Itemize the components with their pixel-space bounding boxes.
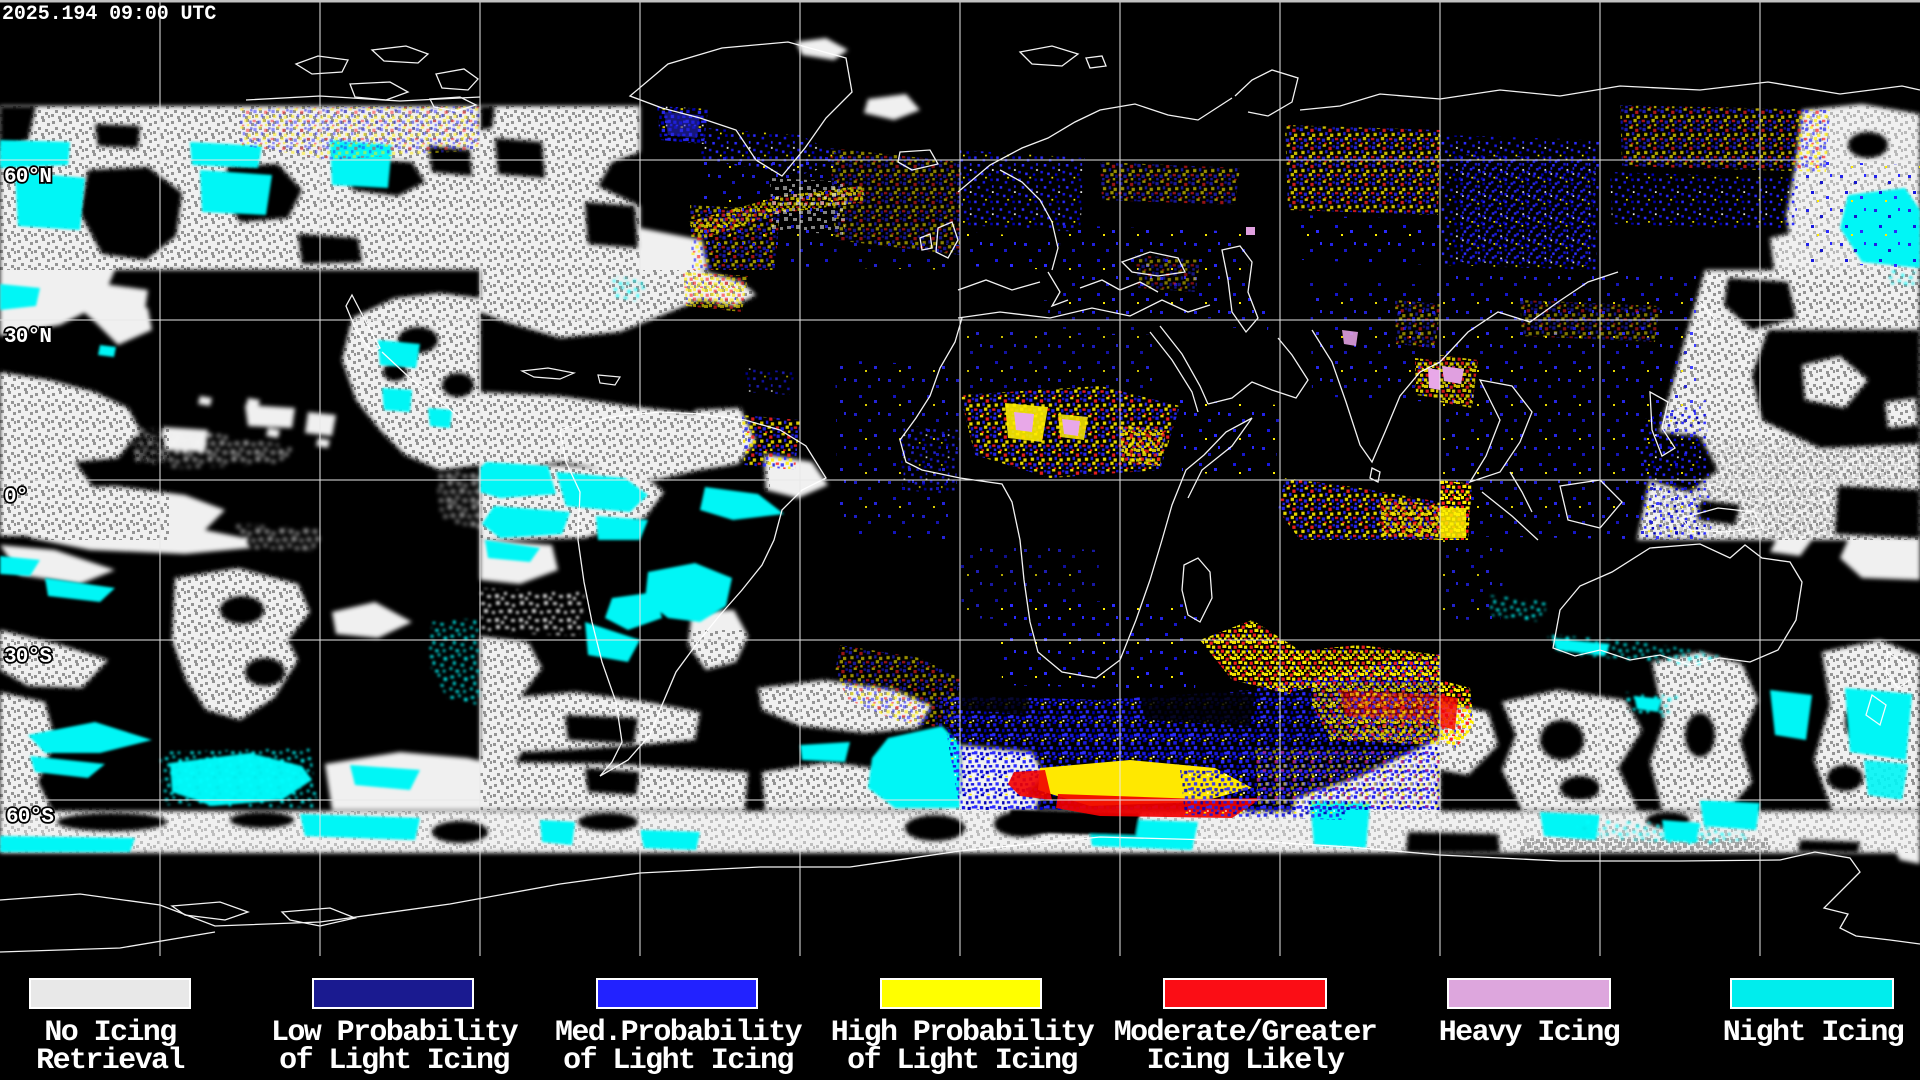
svg-text:0°: 0° <box>4 486 28 509</box>
svg-text:Retrieval: Retrieval <box>36 1044 184 1078</box>
svg-text:Night Icing: Night Icing <box>1723 1016 1904 1050</box>
svg-text:Med.Probability: Med.Probability <box>555 1016 803 1050</box>
svg-text:2025.194 09:00 UTC: 2025.194 09:00 UTC <box>2 3 216 26</box>
svg-text:60°N: 60°N <box>4 166 51 189</box>
svg-text:30°S: 30°S <box>4 646 51 669</box>
svg-text:of Light Icing: of Light Icing <box>847 1044 1077 1078</box>
svg-text:Heavy Icing: Heavy Icing <box>1439 1016 1620 1050</box>
svg-text:No Icing: No Icing <box>44 1016 176 1050</box>
svg-text:60°S: 60°S <box>6 806 53 829</box>
svg-text:30°N: 30°N <box>4 326 51 349</box>
svg-text:of Light Icing: of Light Icing <box>279 1044 509 1078</box>
svg-text:High Probability: High Probability <box>831 1016 1095 1050</box>
svg-text:Moderate/Greater: Moderate/Greater <box>1114 1016 1376 1050</box>
svg-text:Low Probability: Low Probability <box>271 1016 519 1050</box>
svg-text:Icing Likely: Icing Likely <box>1147 1044 1345 1078</box>
svg-text:of Light Icing: of Light Icing <box>563 1044 793 1078</box>
